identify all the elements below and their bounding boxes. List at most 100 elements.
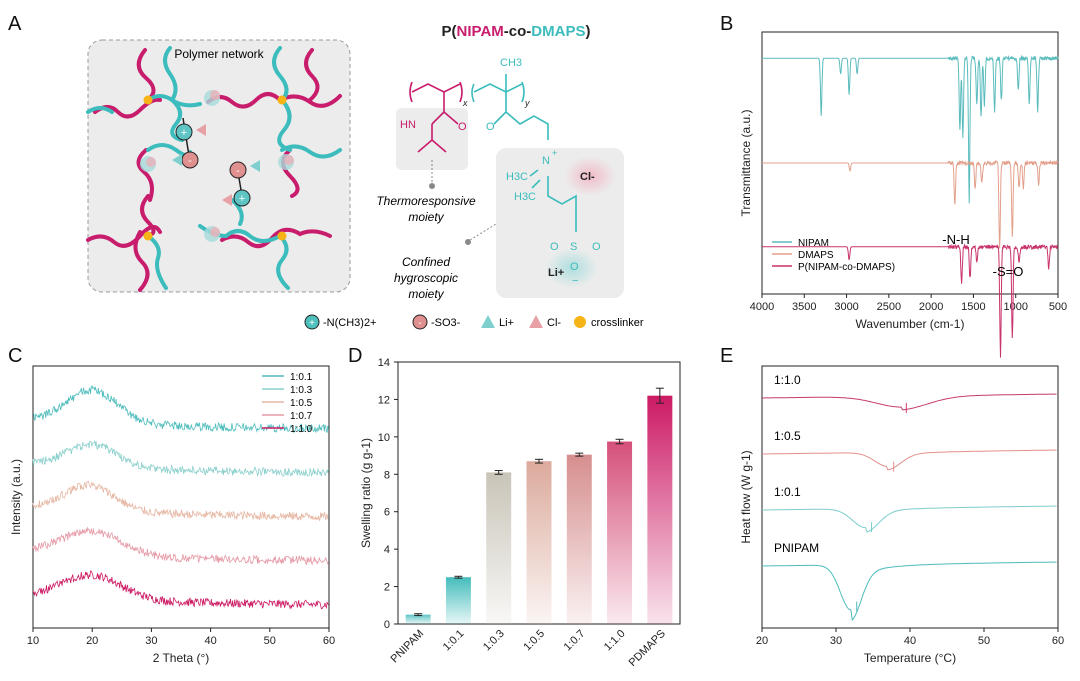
network-title: Polymer network	[174, 47, 264, 61]
swelling-ytick-label: 8	[384, 469, 390, 481]
svg-text:−: −	[572, 275, 578, 287]
dsc-xtick-label: 50	[978, 635, 990, 647]
crosslinkers	[143, 95, 287, 241]
swelling-xtick-label: 1:0.7	[562, 628, 588, 654]
xrd-xlabel: 2 Theta (°)	[153, 651, 210, 665]
legend-item-cl--label: Cl-	[547, 317, 561, 329]
moiety-labels: Thermoresponsive moiety Confined hygrosc…	[376, 194, 476, 301]
svg-text:HN: HN	[400, 119, 416, 131]
swelling-xtick-label: PNIPAM	[389, 628, 427, 666]
xrd-legend-label: 1:0.3	[290, 385, 313, 396]
swelling-xtick-label: 1:0.3	[481, 628, 507, 654]
panel-letter-e: E	[720, 345, 733, 367]
legend-item--so3--label: -SO3-	[431, 317, 461, 329]
legend-item-crosslinker-icon	[574, 316, 586, 328]
legend-item-cl--icon	[529, 315, 543, 328]
dsc-plot-frame	[761, 365, 1059, 629]
swelling-xtick-label: 1:1.0	[602, 628, 628, 654]
ftir-xtick-label: 3500	[792, 301, 816, 313]
ftir-legend-label: NIPAM	[798, 238, 829, 249]
xrd-legend-label: 1:1.0	[290, 424, 313, 435]
xrd-plot-frame	[32, 365, 330, 629]
xrd-series-1-0-7	[32, 526, 329, 566]
swelling-bar-1-0-1	[445, 577, 471, 624]
moiety-pointers	[429, 160, 497, 245]
ftir-xtick-label: 1500	[961, 301, 985, 313]
panel-letter-c: C	[8, 345, 22, 367]
panel-c-xrd: C 10 20 30 40 50 60 2 Theta (°) Intensity (a.u.…	[8, 345, 335, 665]
svg-text:H3C: H3C	[514, 191, 536, 203]
dsc-series-label: 1:1.0	[774, 373, 801, 387]
swelling-ytick-label: 0	[384, 619, 390, 631]
dsc-series-1-0-5	[762, 449, 1057, 471]
svg-text:moiety: moiety	[408, 210, 444, 224]
swelling-bar-1-0-7	[566, 454, 592, 624]
svg-text:+: +	[552, 148, 557, 158]
panel-letter-b: B	[720, 13, 733, 35]
swelling-ytick-label: 14	[378, 357, 390, 369]
xrd-xtick-label: 30	[145, 635, 157, 647]
svg-text:O: O	[592, 241, 601, 253]
xrd-series-1-0-5	[32, 480, 329, 522]
dsc-series-1-1-0	[762, 393, 1057, 411]
dsc-ylabel: Heat flow (W g-1)	[739, 450, 753, 543]
svg-text:+: +	[181, 127, 187, 139]
svg-text:hygroscopic: hygroscopic	[394, 271, 458, 285]
xrd-xtick-label: 40	[204, 635, 216, 647]
panel-letter-a: A	[8, 13, 22, 35]
dsc-xlabel: Temperature (°C)	[864, 651, 956, 665]
dsc-xtick-label: 30	[830, 635, 842, 647]
dsc-xtick-label: 20	[756, 635, 768, 647]
ftir-xtick-label: 4000	[750, 301, 774, 313]
xrd-legend-label: 1:0.1	[290, 372, 313, 383]
dsc-series-1-0-1	[762, 505, 1057, 533]
ftir-series-dmaps	[762, 159, 1059, 249]
xrd-xtick-label: 50	[264, 635, 276, 647]
swelling-bar-1-0-3	[486, 472, 512, 624]
panel-b-ftir: B 4000 3500 3000 2500 2000 1500 1000 500 Wavenum…	[720, 13, 1067, 358]
ftir-legend-label: DMAPS	[798, 250, 834, 261]
legend-item-li--icon	[481, 315, 495, 328]
xrd-series-1-0-1	[32, 384, 329, 434]
swelling-ytick-label: 6	[384, 507, 390, 519]
legend-item--n-ch3-2--icon	[304, 314, 320, 330]
dsc-series-label: 1:0.5	[774, 429, 801, 443]
swelling-bar-1-0-5	[526, 461, 552, 624]
panel-a-schematic: A Polymer network	[8, 13, 644, 330]
panel-letter-d: D	[348, 345, 362, 367]
ftir-annotation-nh: -N-H	[942, 232, 969, 247]
schematic-legend: + -N(CH3)2+ - -SO3- Li+ Cl-crosslinker	[304, 314, 644, 330]
svg-text:y: y	[524, 98, 530, 108]
legend-item-crosslinker-label: crosslinker	[591, 317, 644, 329]
ftir-xtick-label: 1000	[1003, 301, 1027, 313]
xrd-series-1-0-3	[32, 439, 329, 478]
swelling-ytick-label: 4	[384, 544, 390, 556]
cl-glow	[564, 156, 616, 196]
ftir-series-nipam	[762, 54, 1059, 204]
svg-text:moiety: moiety	[408, 287, 444, 301]
dsc-xtick-label: 60	[1052, 635, 1064, 647]
legend-item--n-ch3-2--label: -N(CH3)2+	[323, 317, 376, 329]
swelling-ylabel: Swelling ratio (g g-1)	[359, 438, 373, 548]
swelling-ytick-label: 10	[378, 432, 390, 444]
swelling-xtick-label: 1:0.1	[441, 628, 467, 654]
xrd-xtick-label: 10	[27, 635, 39, 647]
svg-text:x: x	[462, 98, 468, 108]
ftir-xtick-label: 2500	[877, 301, 901, 313]
svg-text:S: S	[570, 241, 577, 253]
ftir-xtick-label: 3000	[834, 301, 858, 313]
swelling-bar-1-1-0	[607, 441, 633, 624]
swelling-bar-pnipam	[405, 614, 431, 624]
svg-text:-: -	[188, 155, 192, 167]
svg-text:Thermoresponsive: Thermoresponsive	[376, 194, 476, 208]
xrd-xtick-label: 20	[86, 635, 98, 647]
legend-item--n-ch3-2--glyph: +	[309, 318, 315, 329]
xrd-xtick-label: 60	[323, 635, 335, 647]
svg-text:Cl-: Cl-	[580, 171, 595, 183]
swelling-ytick-label: 12	[378, 394, 390, 406]
svg-text:O: O	[486, 121, 495, 133]
svg-text:O: O	[458, 121, 467, 133]
ftir-annotation-so: -S=O	[993, 264, 1024, 279]
svg-text:-: -	[236, 165, 240, 177]
